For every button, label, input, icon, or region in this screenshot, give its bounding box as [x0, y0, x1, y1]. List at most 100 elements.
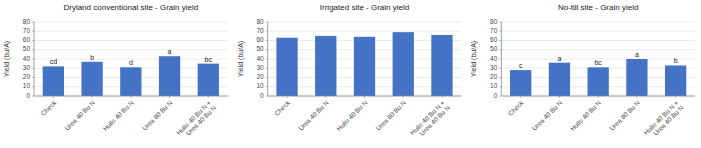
x-tick-label-line: Hullo 40 Bu N — [335, 99, 369, 133]
y-tick-label: 20 — [490, 73, 498, 80]
x-tick-label-line: Hullo 40 Bu N — [101, 99, 135, 133]
y-tick-label: 80 — [490, 18, 498, 25]
bar-annotation: b — [90, 54, 94, 61]
bar — [315, 36, 336, 96]
grid-line — [34, 40, 228, 41]
bar — [626, 59, 647, 96]
y-tick-label: 60 — [490, 36, 498, 43]
x-tick-label: Check — [507, 98, 526, 117]
bar — [510, 70, 531, 96]
title: Dryland conventional site - Grain yield — [63, 3, 198, 12]
bar — [81, 62, 102, 96]
x-tick-label: Urea 80 Bu N — [141, 99, 174, 132]
x-axis — [34, 96, 228, 97]
y-tick-label: 20 — [23, 73, 31, 80]
y-tick-label: 70 — [23, 27, 31, 34]
x-tick-label-line: Urea 40 Bu N — [652, 104, 685, 137]
y-axis-label: Yield (bu/A) — [3, 41, 11, 77]
x-tick-label: Hullo 40 Bu N — [101, 99, 135, 133]
bar-annotation: cd — [50, 58, 58, 65]
x-tick-label: Urea 40 Bu N — [297, 99, 330, 132]
x-tick-label-line: Hullo 40 Bu N — [569, 99, 603, 133]
x-tick-label-line: Check — [507, 98, 526, 117]
x-tick-label: Check — [273, 98, 292, 117]
y-tick-label: 50 — [256, 45, 264, 52]
grid-line — [34, 96, 228, 97]
y-tick-label: 30 — [256, 64, 264, 71]
bar — [665, 65, 686, 96]
x-tick-label: Urea 40 Bu N — [531, 99, 564, 132]
x-tick-label-line: Urea 40 Bu N — [63, 99, 96, 132]
panel: Dryland conventional site - Grain yield Y… — [3, 3, 228, 141]
grid-line — [268, 31, 462, 32]
y-axis — [501, 22, 502, 96]
grid-line — [501, 49, 695, 50]
title: Irrigated site - Grain yield — [320, 3, 409, 12]
x-tick-label-line: Check — [273, 98, 292, 117]
grid-line — [501, 40, 695, 41]
y-tick-label: 0 — [260, 92, 264, 99]
y-tick-label: 70 — [256, 27, 264, 34]
bar-annotation: b — [674, 57, 678, 64]
x-tick-label-line: Urea 40 Bu N — [184, 104, 217, 137]
bar — [393, 32, 414, 96]
bar — [43, 66, 64, 96]
bar-annotation: a — [557, 55, 561, 62]
x-tick-label-line: Urea 40 Bu N — [297, 99, 330, 132]
y-tick-label: 0 — [26, 92, 30, 99]
y-axis — [34, 22, 35, 96]
grid-line — [501, 31, 695, 32]
x-axis — [268, 96, 462, 97]
x-tick-label: Urea 80 Bu N — [374, 99, 407, 132]
y-tick-label: 60 — [256, 36, 264, 43]
x-tick-label-line: Urea 40 Bu N — [418, 104, 451, 137]
bar — [549, 63, 570, 96]
bars — [510, 59, 686, 96]
bar-annotation: a — [168, 48, 172, 55]
y-tick-label: 50 — [23, 45, 31, 52]
bar — [159, 56, 180, 96]
x-tick-label: Hullo 40 Bu N — [335, 99, 369, 133]
grid-line — [501, 22, 695, 23]
x-tick-label-line: Urea 40 Bu N — [531, 99, 564, 132]
x-tick-label-line: Check — [39, 98, 58, 117]
x-axis — [501, 96, 695, 97]
x-tick-label: Hullo 40 Bu N +Urea 40 Bu N — [409, 99, 452, 142]
title: No-till site - Grain yield — [558, 3, 638, 12]
y-axis-label: Yield (bu/A) — [470, 41, 478, 77]
x-tick-label: Hullo 40 Bu N +Urea 40 Bu N — [642, 99, 685, 142]
y-tick-label: 80 — [256, 18, 264, 25]
bar-annotation: c — [519, 62, 523, 69]
bar-annotation: d — [129, 59, 133, 66]
x-tick-label: Hullo 40 Bu N +Urea 40 Bu N — [175, 99, 218, 142]
figure: Dryland conventional site - Grain yield Y… — [0, 0, 701, 148]
y-tick-label: 20 — [256, 73, 264, 80]
y-tick-label: 40 — [256, 55, 264, 62]
bar-annotation: a — [635, 51, 639, 58]
panel: No-till site - Grain yieldYield (bu/A)01… — [470, 3, 695, 141]
bar — [588, 67, 609, 96]
y-tick-label: 10 — [23, 82, 31, 89]
bar-annotation: bc — [205, 56, 213, 63]
x-tick-label-line: Urea 80 Bu N — [374, 99, 407, 132]
y-tick-label: 30 — [23, 64, 31, 71]
y-tick-label: 70 — [490, 27, 498, 34]
bar — [354, 37, 375, 96]
x-tick-label: Urea 80 Bu N — [608, 99, 641, 132]
y-tick-label: 10 — [256, 82, 264, 89]
y-axis-label: Yield (bu/A) — [237, 41, 245, 77]
grid-line — [34, 31, 228, 32]
x-tick-label-line: Urea 80 Bu N — [141, 99, 174, 132]
grid-line — [268, 96, 462, 97]
y-tick-label: 30 — [490, 64, 498, 71]
y-tick-label: 60 — [23, 36, 31, 43]
bar-annotation: bc — [594, 59, 602, 66]
x-tick-label: Urea 40 Bu N — [63, 99, 96, 132]
grid-line — [34, 49, 228, 50]
grid-line — [34, 22, 228, 23]
grid-line — [501, 96, 695, 97]
y-tick-label: 50 — [490, 45, 498, 52]
bar — [431, 35, 452, 96]
y-tick-label: 80 — [23, 18, 31, 25]
panel: Irrigated site - Grain yield Yield (bu/A)… — [237, 3, 462, 141]
